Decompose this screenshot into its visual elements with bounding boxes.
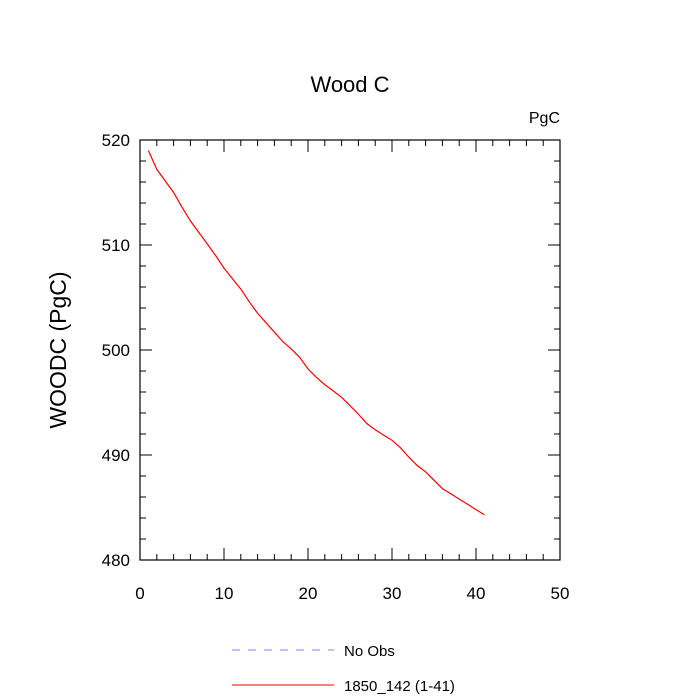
x-tick-label: 10 bbox=[215, 584, 234, 603]
plot-frame bbox=[139, 139, 561, 561]
x-tick-label: 0 bbox=[135, 584, 144, 603]
y-axis-label: WOODC (PgC) bbox=[45, 271, 71, 428]
x-tick-label: 50 bbox=[551, 584, 570, 603]
chart-units-label: PgC bbox=[529, 110, 560, 127]
y-tick-label: 480 bbox=[102, 551, 130, 570]
legend-label: No Obs bbox=[344, 643, 395, 660]
legend-label: 1850_142 (1-41) bbox=[344, 678, 455, 695]
chart-title: Wood C bbox=[310, 72, 389, 97]
x-tick-label: 40 bbox=[467, 584, 486, 603]
y-tick-label: 510 bbox=[102, 236, 130, 255]
y-tick-label: 520 bbox=[102, 131, 130, 150]
series-line bbox=[147, 150, 485, 516]
y-tick-label: 500 bbox=[102, 341, 130, 360]
x-tick-label: 30 bbox=[383, 584, 402, 603]
x-tick-label: 20 bbox=[299, 584, 318, 603]
y-tick-label: 490 bbox=[102, 446, 130, 465]
